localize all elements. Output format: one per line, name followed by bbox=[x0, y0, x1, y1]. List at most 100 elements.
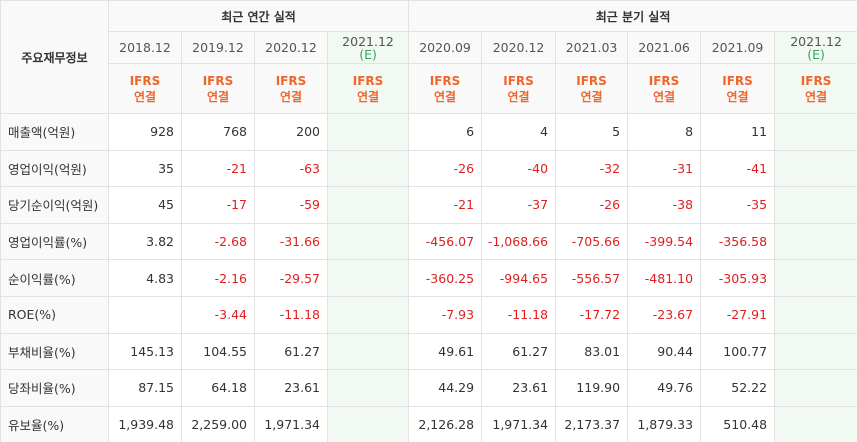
table-cell: 2,173.37 bbox=[555, 405, 629, 442]
corner-label: 주요재무정보 bbox=[0, 0, 109, 114]
table-cell: -481.10 bbox=[627, 259, 702, 297]
table-row: ROE(%) -3.44 -11.18 -7.93 -11.18 -17.72 -23.67… bbox=[0, 295, 857, 334]
period-date: 2020.12 bbox=[265, 40, 317, 55]
row-label: 당기순이익(억원) bbox=[0, 186, 109, 224]
table-cell bbox=[326, 149, 410, 188]
table-cell: 90.44 bbox=[627, 332, 702, 371]
table-cell bbox=[326, 405, 410, 442]
table-cell bbox=[774, 222, 857, 261]
table-row: 순이익률(%) 4.83 -2.16 -29.57 -360.25 -994.65 -556… bbox=[0, 259, 857, 297]
table-cell: 768 bbox=[181, 113, 255, 151]
table-cell: -556.57 bbox=[555, 259, 629, 297]
period-date-header: 2020.12 bbox=[481, 31, 557, 64]
consolidation-label: 연결 bbox=[279, 89, 303, 104]
table-cell: 1,939.48 bbox=[108, 405, 182, 442]
table-cell: -7.93 bbox=[408, 295, 483, 334]
ifrs-label: IFRS bbox=[648, 73, 680, 88]
table-cell: 1,971.34 bbox=[254, 405, 328, 442]
table-cell: -3.44 bbox=[181, 295, 255, 334]
table-cell: -399.54 bbox=[627, 222, 702, 261]
accounting-standard-header: IFRS 연결 bbox=[627, 63, 702, 114]
table-cell bbox=[326, 113, 410, 151]
consolidation-label: 연결 bbox=[805, 89, 828, 104]
accounting-standard-header: IFRS 연결 bbox=[181, 63, 255, 114]
table-cell: 49.76 bbox=[627, 369, 702, 407]
table-cell: 35 bbox=[108, 149, 182, 188]
row-label: 당좌비율(%) bbox=[0, 369, 109, 407]
accounting-standard-header: IFRS 연결 bbox=[555, 63, 629, 114]
ifrs-label: IFRS bbox=[800, 73, 832, 88]
table-cell: -994.65 bbox=[481, 259, 557, 297]
accounting-standard-header: IFRS 연결 bbox=[254, 63, 328, 114]
table-row: 매출액(억원) 928 768 200 6 4 5 8 11 bbox=[0, 113, 857, 151]
table-cell: 64.18 bbox=[181, 369, 255, 407]
table-cell: -1,068.66 bbox=[481, 222, 557, 261]
table-cell: -29.57 bbox=[254, 259, 328, 297]
ifrs-label: IFRS bbox=[429, 73, 461, 88]
period-date-header: 2020.09 bbox=[408, 31, 483, 64]
row-label: ROE(%) bbox=[0, 295, 109, 334]
header-row-groups: 주요재무정보 최근 연간 실적 최근 분기 실적 bbox=[0, 0, 857, 114]
table-cell: 44.29 bbox=[408, 369, 483, 407]
period-date: 2020.12 bbox=[492, 40, 545, 55]
table-cell: -705.66 bbox=[555, 222, 629, 261]
table-cell: 510.48 bbox=[700, 405, 776, 442]
table-cell: -32 bbox=[555, 149, 629, 188]
table-body: 매출액(억원) 928 768 200 6 4 5 8 11 영업이익(억원) 35 -21 -63 -2… bbox=[0, 113, 857, 442]
table-cell: 61.27 bbox=[254, 332, 328, 371]
table-cell: -27.91 bbox=[700, 295, 776, 334]
table-cell bbox=[326, 369, 410, 407]
table-cell: -21 bbox=[181, 149, 255, 188]
table-cell: 61.27 bbox=[481, 332, 557, 371]
accounting-standard-header: IFRS 연결 bbox=[108, 63, 182, 114]
accounting-standard-header: IFRS 연결 bbox=[700, 63, 776, 114]
period-date-header: 2021.03 bbox=[555, 31, 629, 64]
row-label: 영업이익률(%) bbox=[0, 222, 109, 261]
table-cell: 11 bbox=[700, 113, 776, 151]
period-date: 2018.12 bbox=[119, 40, 171, 55]
table-cell: -41 bbox=[700, 149, 776, 188]
row-label: 순이익률(%) bbox=[0, 259, 109, 297]
table-cell: 5 bbox=[555, 113, 629, 151]
period-date: 2021.06 bbox=[638, 40, 690, 55]
table-cell: 119.90 bbox=[555, 369, 629, 407]
ifrs-label: IFRS bbox=[202, 73, 234, 88]
quarter-group-title: 최근 분기 실적 bbox=[408, 0, 857, 32]
table-cell: 4 bbox=[481, 113, 557, 151]
table-cell bbox=[326, 186, 410, 224]
period-date-header: 2018.12 bbox=[108, 31, 182, 64]
table-cell bbox=[326, 295, 410, 334]
table-row: 당좌비율(%) 87.15 64.18 23.61 44.29 23.61 119.90 49… bbox=[0, 369, 857, 407]
period-date: 2021.12 bbox=[790, 33, 842, 49]
consolidation-label: 연결 bbox=[133, 89, 157, 104]
table-cell bbox=[774, 149, 857, 188]
table-cell bbox=[774, 259, 857, 297]
table-cell bbox=[326, 332, 410, 371]
table-cell: 200 bbox=[254, 113, 328, 151]
table-cell: -17.72 bbox=[555, 295, 629, 334]
consolidation-label: 연결 bbox=[356, 89, 380, 104]
table-cell: -40 bbox=[481, 149, 557, 188]
table-cell: -26 bbox=[408, 149, 483, 188]
table-cell bbox=[774, 186, 857, 224]
table-row: 영업이익률(%) 3.82 -2.68 -31.66 -456.07 -1,068.66-… bbox=[0, 222, 857, 261]
table-cell bbox=[774, 295, 857, 334]
table-cell: 104.55 bbox=[181, 332, 255, 371]
period-date-header: 2021.12 (E) bbox=[774, 31, 857, 64]
table-cell: -2.16 bbox=[181, 259, 255, 297]
table-cell bbox=[108, 295, 182, 334]
table-cell: -31.66 bbox=[254, 222, 328, 261]
period-date-header: 2021.12 (E) bbox=[326, 31, 410, 64]
ifrs-label: IFRS bbox=[275, 73, 307, 88]
table-cell: -17 bbox=[181, 186, 255, 224]
table-cell: -305.93 bbox=[700, 259, 776, 297]
row-label: 영업이익(억원) bbox=[0, 149, 109, 188]
ifrs-label: IFRS bbox=[129, 73, 161, 88]
annual-group-title: 최근 연간 실적 bbox=[107, 0, 410, 32]
period-date-header: 2020.12 bbox=[254, 31, 328, 64]
consolidation-label: 연결 bbox=[507, 89, 530, 104]
table-row: 영업이익(억원) 35 -21 -63 -26 -40 -32 -31 -41 bbox=[0, 149, 857, 188]
table-cell: 2,259.00 bbox=[181, 405, 255, 442]
period-date: 2021.12 bbox=[342, 33, 394, 49]
